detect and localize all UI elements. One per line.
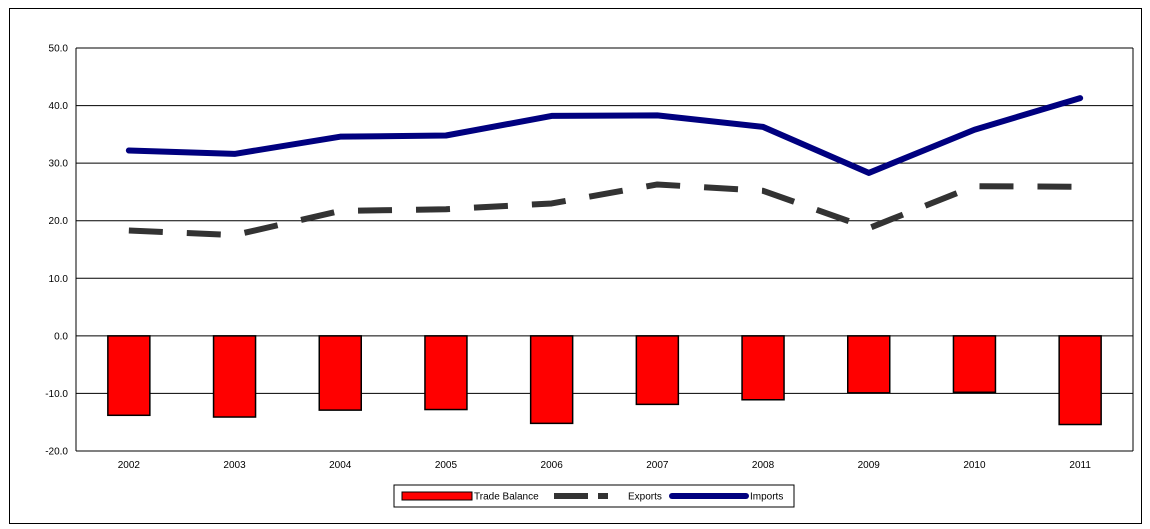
legend-box bbox=[393, 484, 795, 508]
x-tick-label: 2002 bbox=[118, 460, 141, 471]
series-line-imports bbox=[125, 95, 1084, 176]
legend-label-imports: Imports bbox=[750, 492, 783, 503]
legend-label-trade-balance: Trade Balance bbox=[474, 492, 539, 503]
y-tick-label: 20.0 bbox=[49, 216, 69, 227]
x-tick-label: 2011 bbox=[1069, 460, 1091, 471]
bar-trade-balance bbox=[424, 335, 468, 411]
x-tick-label: 2007 bbox=[646, 460, 669, 471]
bar-trade-balance bbox=[107, 335, 151, 417]
y-tick-label: -10.0 bbox=[45, 389, 68, 400]
chart-frame bbox=[9, 8, 1142, 524]
x-tick-label: 2008 bbox=[752, 460, 775, 471]
x-tick-label: 2006 bbox=[541, 460, 564, 471]
y-tick-label: 10.0 bbox=[49, 274, 69, 285]
y-tick-label: 50.0 bbox=[49, 44, 69, 55]
y-tick-label: 0.0 bbox=[54, 331, 68, 342]
x-tick-label: 2003 bbox=[223, 460, 246, 471]
x-tick-label: 2005 bbox=[435, 460, 458, 471]
bar-trade-balance bbox=[529, 335, 574, 425]
y-tick-label: 40.0 bbox=[49, 101, 69, 112]
y-tick-label: 30.0 bbox=[49, 159, 69, 170]
bar-trade-balance bbox=[212, 335, 257, 418]
bar-trade-balance bbox=[952, 335, 997, 394]
x-tick-label: 2009 bbox=[858, 460, 881, 471]
series-line-exports bbox=[128, 181, 1081, 239]
y-tick-label: -20.0 bbox=[45, 447, 68, 458]
legend-label-exports: Exports bbox=[628, 492, 662, 503]
legend-swatch-trade-balance bbox=[401, 491, 473, 501]
bar-trade-balance bbox=[635, 335, 680, 406]
bar-trade-balance bbox=[847, 335, 891, 394]
bar-trade-balance bbox=[741, 335, 785, 401]
bar-trade-balance bbox=[1058, 335, 1102, 426]
x-tick-label: 2004 bbox=[329, 460, 352, 471]
x-tick-label: 2010 bbox=[963, 460, 986, 471]
bar-trade-balance bbox=[318, 335, 362, 411]
